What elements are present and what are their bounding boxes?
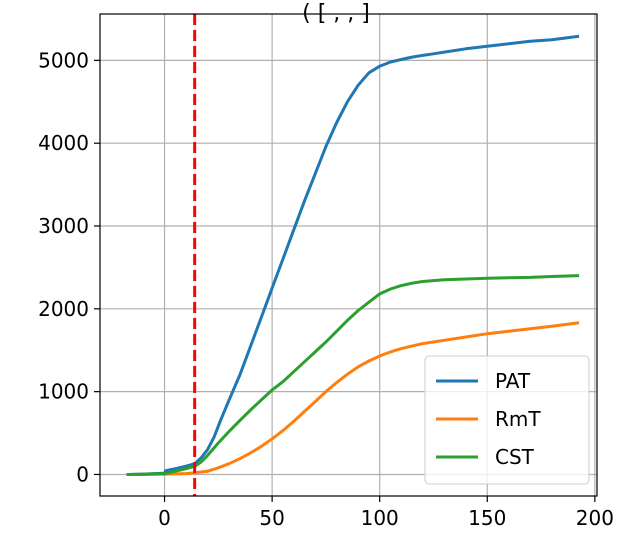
legend-label-rmt: RmT: [495, 407, 541, 431]
y-tick-label: 1000: [38, 380, 89, 404]
x-tick-label: 200: [576, 506, 614, 530]
series-line-pat: [126, 34, 580, 477]
y-tick-label: 2000: [38, 297, 89, 321]
legend-box: [424, 355, 590, 485]
x-tick-label: 100: [361, 506, 399, 530]
series-line-cst: [126, 274, 580, 477]
x-tick-label: 0: [158, 506, 171, 530]
x-tick-label: 50: [259, 506, 284, 530]
series-line-rmt: [126, 321, 580, 476]
legend-label-pat: PAT: [495, 369, 531, 393]
y-tick-label: 3000: [38, 214, 89, 238]
grid-lines: [100, 14, 597, 496]
plot-frame: [99, 13, 598, 497]
y-tick-label: 0: [76, 462, 89, 486]
series-group: [126, 34, 580, 477]
legend-label-cst: CST: [495, 445, 535, 469]
legend: PAT RmT CST: [424, 355, 590, 485]
y-tick-label: 4000: [38, 131, 89, 155]
x-tick-label: 150: [468, 506, 506, 530]
y-tick-label: 5000: [38, 48, 89, 72]
